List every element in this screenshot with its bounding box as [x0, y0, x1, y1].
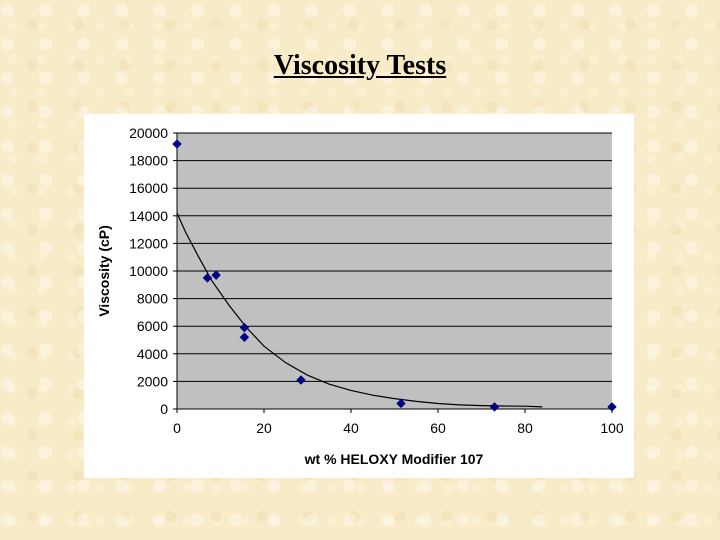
data-point — [396, 398, 406, 409]
x-tick-label: 0 — [173, 420, 181, 436]
data-points — [172, 139, 617, 412]
data-point — [296, 375, 306, 385]
x-tick-label: 80 — [517, 420, 533, 436]
x-tick-label: 60 — [430, 420, 446, 436]
trendline — [176, 212, 543, 408]
y-tick-label: 20000 — [129, 125, 168, 141]
data-point — [239, 322, 250, 333]
data-point — [211, 270, 221, 280]
chart-panel: 0 2000 4000 6000 8000 10000 12000 14000 16000 180… — [84, 114, 634, 478]
y-tick-label: 14000 — [129, 208, 168, 224]
x-axis-title: wt % HELOXY Modifier 107 — [304, 451, 484, 467]
y-tick-label: 10000 — [129, 263, 168, 279]
y-tick-label: 16000 — [129, 180, 168, 196]
y-tick-label: 0 — [160, 401, 168, 417]
data-point — [489, 402, 500, 412]
y-tick-label: 12000 — [129, 235, 168, 251]
y-tick-label: 18000 — [129, 153, 168, 169]
x-tick-label: 100 — [600, 420, 624, 436]
slide-title: Viscosity Tests — [273, 50, 447, 81]
x-tick-label: 20 — [256, 420, 272, 436]
gridlines — [173, 132, 613, 413]
y-axis-title: Viscosity (cP) — [96, 225, 112, 317]
data-point — [202, 273, 213, 283]
y-tick-labels: 0 2000 4000 6000 8000 10000 12000 14000 16000 180… — [129, 125, 168, 417]
viscosity-chart: 0 2000 4000 6000 8000 10000 12000 14000 16000 180… — [96, 125, 624, 467]
x-tick-label: 40 — [343, 420, 359, 436]
x-tick-labels: 0 20 40 60 80 100 — [173, 420, 624, 436]
data-point — [607, 402, 617, 412]
y-tick-label: 2000 — [137, 373, 168, 389]
data-point — [172, 139, 182, 149]
y-tick-label: 6000 — [137, 318, 168, 334]
y-tick-label: 4000 — [137, 346, 168, 362]
data-point — [239, 332, 250, 342]
y-tick-label: 8000 — [137, 291, 168, 307]
